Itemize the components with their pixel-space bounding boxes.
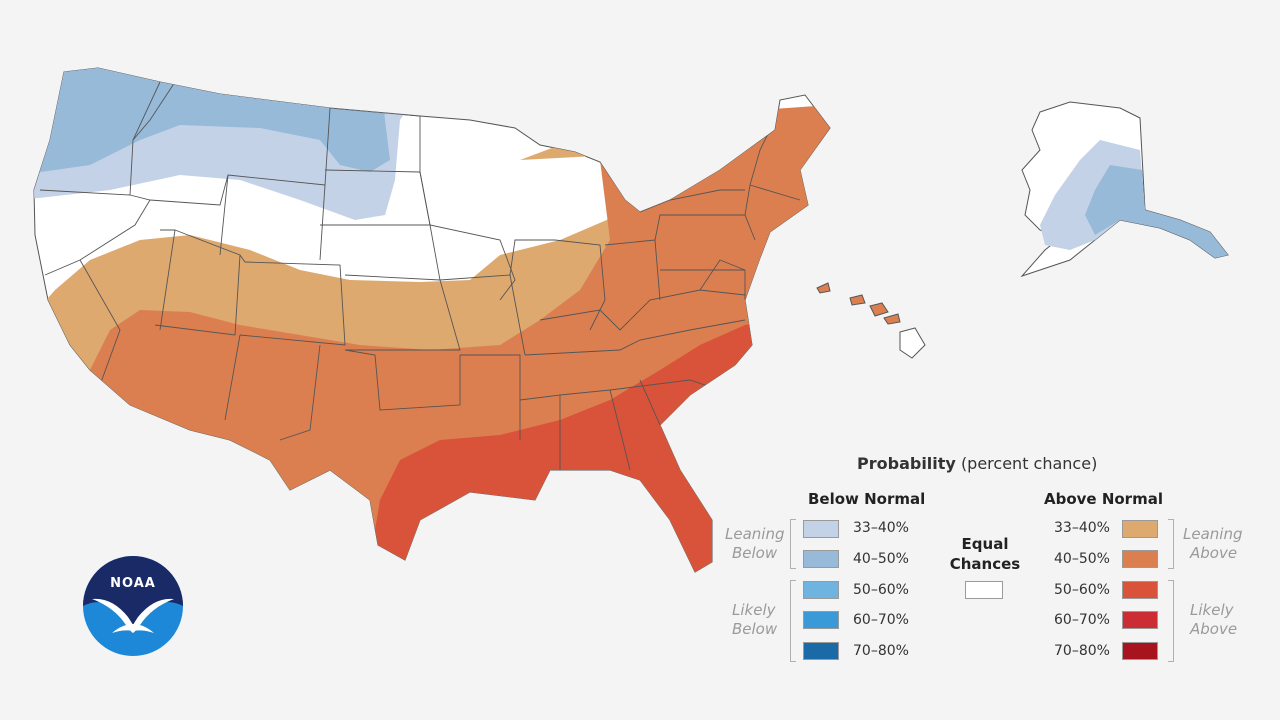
alaska bbox=[1020, 101, 1229, 278]
leaning-above-line1: Leaning bbox=[1183, 525, 1243, 543]
likely-above-line1: Likely bbox=[1190, 601, 1234, 619]
leaning-below-bracket bbox=[790, 519, 796, 569]
likely-below-line2: Below bbox=[732, 620, 778, 638]
equal-chances-label: Equal Chances bbox=[946, 534, 1024, 574]
range-above-33-40: 33–40% bbox=[1054, 520, 1110, 536]
likely-below-bracket bbox=[790, 580, 796, 662]
legend-title-main: Probability bbox=[857, 454, 956, 473]
swatch-equal-chances bbox=[965, 581, 1003, 599]
above-normal-heading: Above Normal bbox=[1044, 490, 1163, 508]
range-above-70-80: 70–80% bbox=[1054, 643, 1110, 659]
range-below-33-40: 33–40% bbox=[853, 520, 909, 536]
noaa-logo-text: NOAA bbox=[110, 576, 156, 591]
range-above-40-50: 40–50% bbox=[1054, 551, 1110, 567]
leaning-above-bracket bbox=[1168, 519, 1174, 569]
swatch-below-50-60 bbox=[803, 581, 839, 599]
legend-title: Probability (percent chance) bbox=[857, 454, 1097, 473]
range-below-40-50: 40–50% bbox=[853, 551, 909, 567]
range-above-60-70: 60–70% bbox=[1054, 612, 1110, 628]
leaning-below-line1: Leaning bbox=[725, 525, 785, 543]
likely-above-line2: Above bbox=[1190, 620, 1238, 638]
likely-below-label: Likely Below bbox=[732, 601, 777, 639]
leaning-above-label: Leaning Above bbox=[1183, 525, 1242, 563]
below-normal-heading: Below Normal bbox=[808, 490, 926, 508]
likely-above-label: Likely Above bbox=[1190, 601, 1237, 639]
swatch-below-70-80 bbox=[803, 642, 839, 660]
swatch-above-60-70 bbox=[1122, 611, 1158, 629]
range-below-70-80: 70–80% bbox=[853, 643, 909, 659]
legend-title-sub: (percent chance) bbox=[960, 454, 1098, 473]
swatch-below-60-70 bbox=[803, 611, 839, 629]
equal-line2: Chances bbox=[949, 555, 1021, 573]
likely-above-bracket bbox=[1168, 580, 1174, 662]
range-below-50-60: 50–60% bbox=[853, 582, 909, 598]
range-above-50-60: 50–60% bbox=[1054, 582, 1110, 598]
leaning-below-label: Leaning Below bbox=[725, 525, 784, 563]
noaa-logo: NOAA bbox=[83, 556, 183, 656]
leaning-below-line2: Below bbox=[732, 544, 778, 562]
swatch-above-70-80 bbox=[1122, 642, 1158, 660]
leaning-above-line2: Above bbox=[1190, 544, 1238, 562]
hawaii bbox=[816, 282, 926, 359]
range-below-60-70: 60–70% bbox=[853, 612, 909, 628]
swatch-below-40-50 bbox=[803, 550, 839, 568]
likely-below-line1: Likely bbox=[732, 601, 776, 619]
swatch-below-33-40 bbox=[803, 520, 839, 538]
swatch-above-40-50 bbox=[1122, 550, 1158, 568]
swatch-above-50-60 bbox=[1122, 581, 1158, 599]
swatch-above-33-40 bbox=[1122, 520, 1158, 538]
equal-line1: Equal bbox=[961, 535, 1009, 553]
